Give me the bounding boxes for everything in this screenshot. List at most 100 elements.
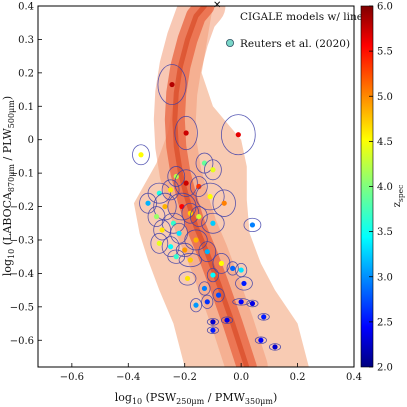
point-marker: [176, 230, 182, 236]
data-point: [153, 192, 177, 221]
point-marker: [241, 280, 247, 287]
x-tick-label: 0.2: [290, 372, 306, 383]
point-marker: [183, 180, 189, 186]
error-ellipse: [181, 202, 200, 224]
error-ellipse: [246, 299, 259, 308]
error-ellipse: [257, 313, 270, 321]
data-point: [201, 294, 214, 309]
y-tick-label: −0.1: [10, 169, 34, 180]
error-ellipse: [201, 212, 225, 234]
error-ellipse: [178, 271, 197, 286]
error-ellipse: [167, 166, 186, 187]
point-marker: [159, 227, 165, 233]
error-ellipse: [178, 252, 203, 268]
y-tick-label: −0.2: [10, 202, 34, 213]
error-ellipse: [206, 267, 219, 283]
data-point: [220, 114, 256, 156]
data-point: [184, 229, 208, 251]
error-ellipse: [220, 114, 256, 156]
error-ellipse: [212, 252, 231, 274]
error-ellipse: [161, 212, 186, 234]
colorbar-tick-label: 4.0: [377, 182, 393, 193]
legend-label-reuters: Reuters et al. (2020): [240, 38, 350, 50]
error-ellipse: [139, 192, 157, 214]
data-point: [161, 236, 180, 258]
data-point: [257, 313, 270, 321]
error-ellipse: [268, 343, 282, 351]
point-marker: [162, 203, 168, 210]
point-marker: [207, 193, 213, 200]
cigale-model-band: [133, 6, 309, 367]
data-point: [212, 189, 236, 217]
point-marker: [221, 200, 227, 206]
point-marker: [182, 247, 188, 253]
point-marker: [187, 257, 193, 263]
point-marker: [193, 302, 199, 308]
error-ellipse: [161, 236, 180, 258]
data-point: [189, 298, 203, 313]
data-point: [206, 267, 219, 283]
colorbar-tick-label: 4.5: [377, 137, 393, 148]
point-marker: [183, 130, 189, 136]
error-ellipse: [201, 294, 214, 309]
data-point: [178, 252, 203, 268]
data-point: [174, 115, 198, 151]
point-marker: [204, 299, 210, 305]
colorbar-ticks: 2.0 2.5 3.0 3.5 4.0 4.5 5.0 5.5 6.0: [369, 2, 393, 374]
point-marker: [170, 220, 177, 226]
data-point: [201, 212, 225, 234]
point-marker: [238, 267, 244, 273]
point-marker: [153, 213, 160, 220]
error-ellipse: [235, 276, 253, 291]
colorbar-tick-label: 2.0: [377, 363, 393, 374]
error-ellipse: [132, 144, 150, 166]
point-marker: [258, 337, 264, 343]
colorbar-label: zspec: [392, 185, 405, 208]
data-point: [246, 299, 259, 308]
point-marker: [272, 344, 278, 350]
point-marker: [218, 260, 224, 266]
data-point: [226, 261, 239, 276]
colorbar-tick-label: 2.5: [377, 317, 393, 328]
y-tick-label: −0.6: [10, 336, 34, 347]
error-ellipse: [153, 219, 172, 241]
error-ellipse: [167, 192, 197, 221]
y-tick-label: −0.3: [10, 235, 34, 246]
error-ellipse: [206, 318, 219, 326]
error-ellipse: [161, 179, 180, 201]
data-point: [212, 252, 231, 274]
error-ellipse: [206, 326, 219, 334]
error-ellipse: [195, 152, 214, 174]
error-ellipse: [220, 316, 234, 324]
data-point: [167, 249, 186, 264]
data-point: [150, 232, 169, 254]
error-ellipse: [189, 298, 203, 313]
error-ellipse: [150, 232, 169, 254]
y-axis-label: log10 (LABOCA870μm / PLW500μm): [1, 96, 16, 276]
point-marker: [235, 132, 241, 138]
data-point: [178, 271, 197, 286]
point-marker: [169, 81, 175, 88]
data-point: [220, 316, 234, 324]
point-marker: [201, 285, 208, 292]
y-tick-label: −0.4: [10, 269, 34, 280]
point-marker: [204, 249, 210, 255]
point-marker: [215, 292, 222, 298]
point-marker: [249, 300, 256, 307]
x-tick-label: −0.2: [173, 372, 197, 383]
error-ellipse: [198, 281, 211, 296]
point-marker: [168, 244, 174, 250]
x-tick-label: 0.0: [233, 372, 249, 383]
data-point: [232, 298, 251, 306]
error-ellipse: [157, 64, 187, 106]
colorbar-tick-label: 5.0: [377, 92, 393, 103]
error-ellipse: [174, 169, 198, 197]
error-ellipse: [153, 192, 177, 221]
colorbar-tick-label: 5.5: [377, 47, 393, 58]
colorbar-tick-label: 6.0: [377, 2, 393, 13]
error-ellipse: [204, 159, 222, 181]
point-marker: [196, 183, 202, 190]
data-point: [195, 182, 225, 211]
data-point: [243, 217, 262, 233]
point-marker: [156, 240, 162, 246]
